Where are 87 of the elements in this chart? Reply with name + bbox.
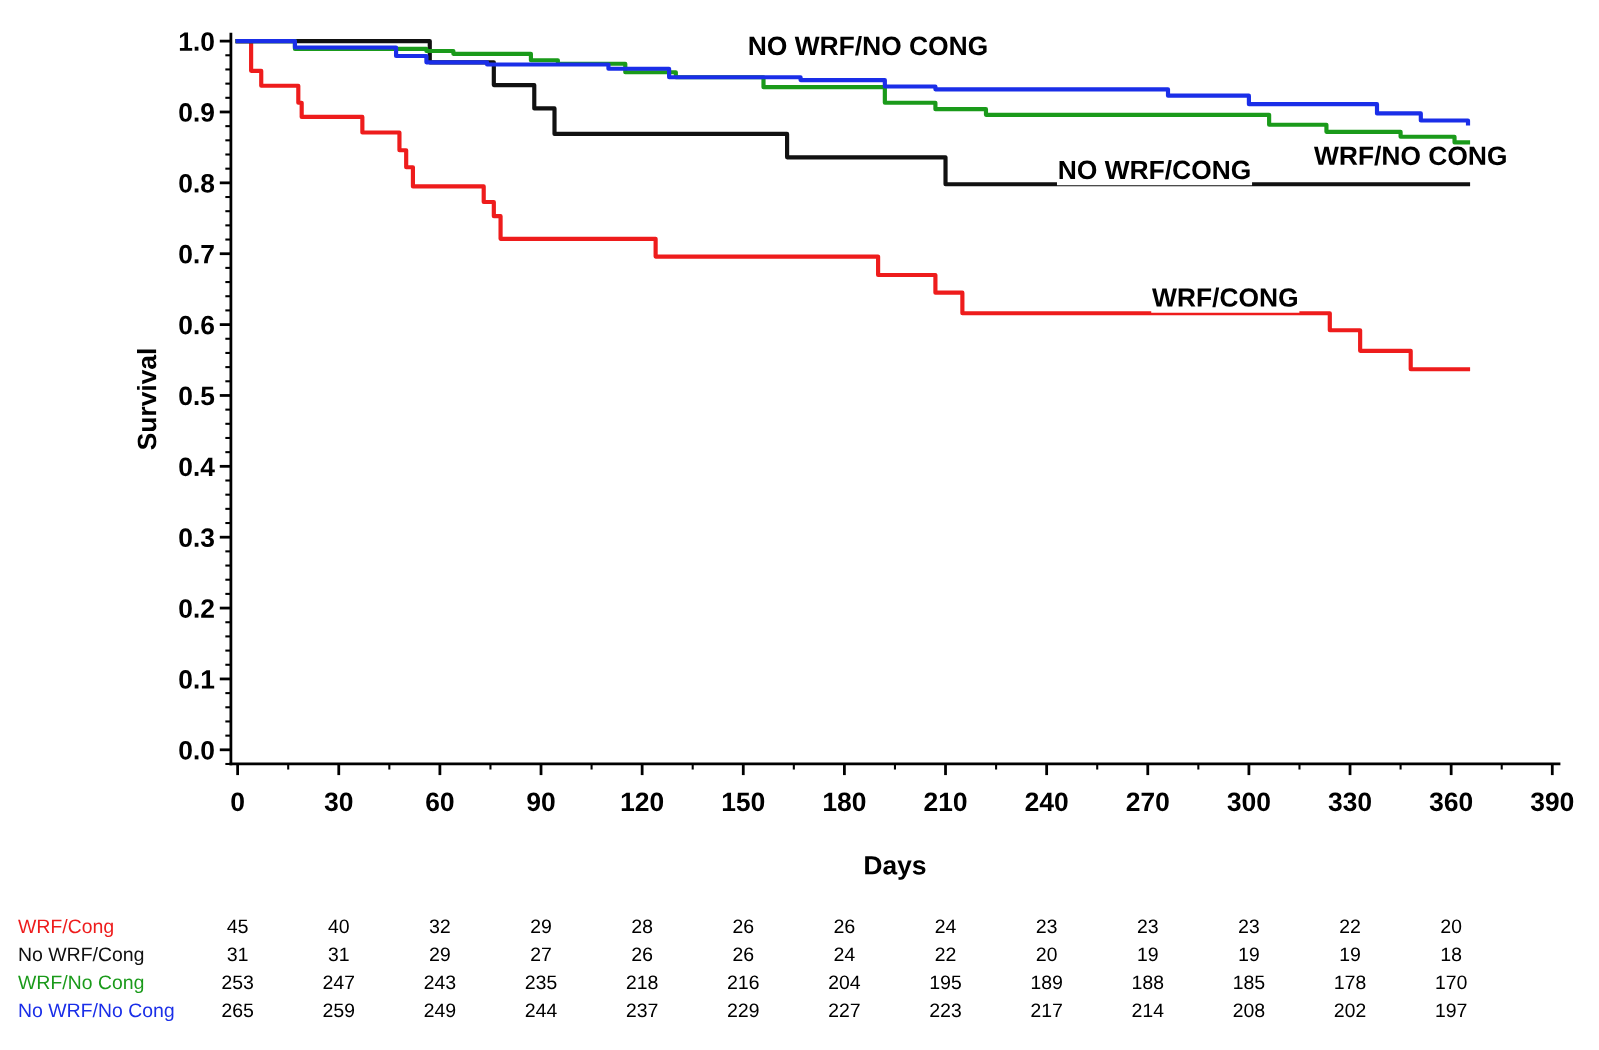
text: 229 — [728, 1003, 759, 1018]
text: 26 — [834, 919, 855, 934]
text: 23 — [1239, 919, 1259, 934]
text: 28 — [632, 919, 653, 934]
x-tick-label: 330 — [1328, 792, 1371, 812]
series-label: WRF/NO CONG — [1313, 145, 1506, 166]
text: 237 — [626, 1003, 658, 1018]
y-tick-label: 0.5 — [179, 386, 215, 406]
text: 218 — [626, 975, 658, 990]
text: 223 — [930, 1003, 961, 1018]
text: 185 — [1234, 975, 1265, 990]
text: 217 — [1031, 1003, 1062, 1018]
text: 24 — [834, 947, 855, 962]
x-axis-title: Days — [865, 856, 926, 880]
x-tick-label: 360 — [1429, 792, 1473, 812]
x-tick-label: 300 — [1227, 792, 1270, 812]
text: 214 — [1132, 1003, 1164, 1018]
series-label: WRF/CONG — [1152, 287, 1297, 308]
text: 18 — [1441, 947, 1462, 962]
text: 26 — [733, 919, 754, 934]
text: 23 — [1137, 919, 1158, 934]
y-tick-label: 0.1 — [179, 670, 215, 689]
x-tick-label: 150 — [722, 792, 765, 812]
text: 195 — [930, 975, 961, 990]
text: 26 — [733, 947, 754, 962]
text: 19 — [1239, 947, 1259, 962]
text: 202 — [1334, 1003, 1366, 1018]
text: 188 — [1133, 975, 1164, 990]
text: 204 — [829, 975, 861, 990]
text: 22 — [1340, 919, 1360, 934]
y-tick-label: 0.3 — [179, 528, 214, 548]
x-tick-label: 120 — [621, 792, 664, 812]
text: WRF/Cong — [18, 918, 113, 938]
text: 32 — [429, 919, 450, 934]
text: 23 — [1036, 919, 1057, 934]
text: 19 — [1340, 947, 1360, 962]
text: 216 — [728, 975, 759, 990]
text: 249 — [424, 1003, 456, 1018]
text: 19 — [1138, 947, 1158, 962]
text: No WRF/No Cong — [19, 1002, 174, 1022]
text: 20 — [1036, 947, 1057, 962]
text: 26 — [632, 947, 653, 962]
x-tick-label: 240 — [1025, 792, 1068, 812]
text: 27 — [531, 947, 551, 962]
text: 189 — [1031, 975, 1062, 990]
y-tick-label: 0.0 — [179, 740, 214, 760]
y-axis-title: Survival — [136, 349, 157, 450]
y-tick-label: 0.4 — [179, 457, 215, 477]
text: 29 — [531, 919, 551, 934]
text: 253 — [222, 975, 254, 990]
y-tick-label: 0.7 — [179, 244, 214, 264]
text: 247 — [323, 975, 355, 990]
y-tick-label: 0.8 — [179, 173, 215, 193]
text: 259 — [323, 1003, 355, 1018]
text: No WRF/Cong — [19, 946, 144, 966]
text: 31 — [328, 947, 349, 962]
x-tick-label: 90 — [527, 792, 555, 812]
text: 40 — [328, 919, 349, 934]
text: 235 — [525, 975, 557, 990]
text: 227 — [829, 1003, 860, 1018]
text: 244 — [525, 1003, 557, 1018]
series-label: NO WRF/NO CONG — [749, 35, 987, 56]
y-tick-label: 0.6 — [179, 315, 214, 335]
y-tick-label: 1.0 — [179, 32, 214, 51]
text: WRF/No Cong — [18, 974, 144, 994]
text: 22 — [935, 947, 956, 962]
x-tick-label: 210 — [924, 792, 967, 812]
x-tick-label: 270 — [1126, 792, 1169, 812]
x-tick-label: 0 — [231, 792, 244, 812]
x-tick-label: 180 — [824, 792, 866, 812]
x-tick-label: 60 — [426, 792, 454, 812]
text: 45 — [227, 919, 248, 934]
series-label: NO WRF/CONG — [1059, 159, 1250, 180]
text: 170 — [1436, 975, 1467, 990]
x-tick-label: 390 — [1530, 792, 1574, 812]
text: 20 — [1441, 919, 1462, 934]
text: 24 — [935, 919, 956, 934]
text: 197 — [1436, 1003, 1467, 1018]
text: 29 — [430, 947, 450, 962]
text: 208 — [1233, 1003, 1265, 1018]
y-tick-label: 0.2 — [179, 599, 214, 618]
text: 31 — [227, 947, 248, 962]
text: 243 — [424, 975, 456, 990]
y-tick-label: 0.9 — [179, 103, 214, 122]
x-tick-label: 30 — [324, 792, 353, 812]
text: 265 — [222, 1003, 254, 1018]
text: 178 — [1335, 975, 1366, 990]
